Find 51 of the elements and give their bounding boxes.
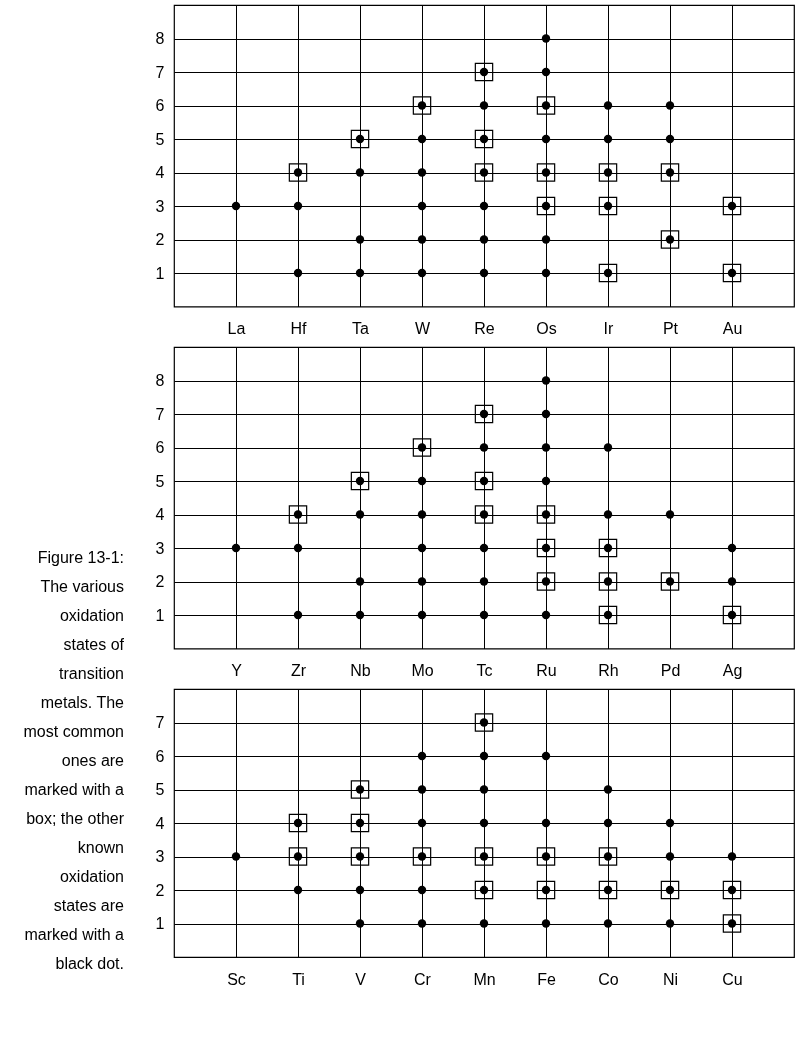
x-tick-label: Cu [722, 970, 743, 988]
y-tick-label: 4 [155, 814, 165, 832]
y-tick-label: 8 [155, 372, 165, 389]
x-tick-label: Ti [292, 970, 305, 988]
y-tick-label: 8 [155, 30, 165, 47]
y-tick-label: 7 [155, 63, 165, 81]
x-tick-label: Os [536, 320, 557, 337]
y-tick-label: 2 [155, 231, 165, 248]
x-tick-label: La [227, 320, 246, 337]
x-tick-label: Fe [537, 970, 556, 988]
x-tick-label: Re [474, 320, 495, 337]
x-tick-label: Nb [350, 662, 371, 679]
y-tick-label: 5 [155, 472, 165, 490]
x-tick-label: Au [722, 320, 743, 337]
x-tick-label: Hf [290, 320, 308, 337]
y-tick-label: 6 [155, 97, 165, 114]
y-tick-label: 5 [155, 130, 165, 148]
y-tick-label: 7 [155, 405, 165, 423]
y-tick-label: 1 [155, 606, 165, 624]
y-tick-label: 1 [155, 915, 165, 932]
x-tick-label: V [355, 970, 367, 988]
x-tick-label: Ir [603, 320, 615, 337]
text: Figure 13-1: The various oxidation states of transition metals. The most common ones are marked with a box; the other known oxidation states are marked with a black dot. [23, 549, 124, 972]
x-tick-label: W [414, 320, 431, 337]
y-tick-label: 1 [155, 264, 165, 282]
y-tick-label: 3 [155, 848, 165, 865]
y-tick-label: 4 [155, 164, 165, 181]
x-tick-label: Zr [290, 662, 307, 679]
y-tick-label: 2 [155, 881, 165, 899]
x-tick-label: Ag [722, 662, 743, 679]
x-tick-label: Pd [660, 662, 681, 679]
x-tick-label: Co [598, 970, 619, 988]
x-tick-label: Mo [411, 662, 434, 679]
y-tick-label: 6 [155, 439, 165, 456]
y-tick-label: 5 [155, 781, 165, 798]
x-tick-label: Pt [662, 320, 679, 337]
x-tick-label: Ni [662, 970, 679, 988]
x-tick-label: Sc [227, 970, 246, 988]
x-tick-label: Rh [598, 662, 619, 679]
y-tick-label: 4 [155, 506, 165, 523]
y-tick-label: 3 [155, 539, 165, 557]
x-tick-label: Tc [476, 662, 493, 679]
x-tick-label: Mn [473, 970, 496, 988]
y-tick-label: 3 [155, 197, 165, 215]
x-tick-label: Ru [536, 662, 557, 679]
x-tick-label: Y [231, 662, 243, 679]
x-tick-label: Ta [352, 320, 370, 337]
y-tick-label: 7 [155, 714, 165, 731]
x-tick-label: Cr [414, 970, 432, 988]
y-tick-label: 2 [155, 573, 165, 590]
y-tick-label: 6 [155, 747, 165, 765]
